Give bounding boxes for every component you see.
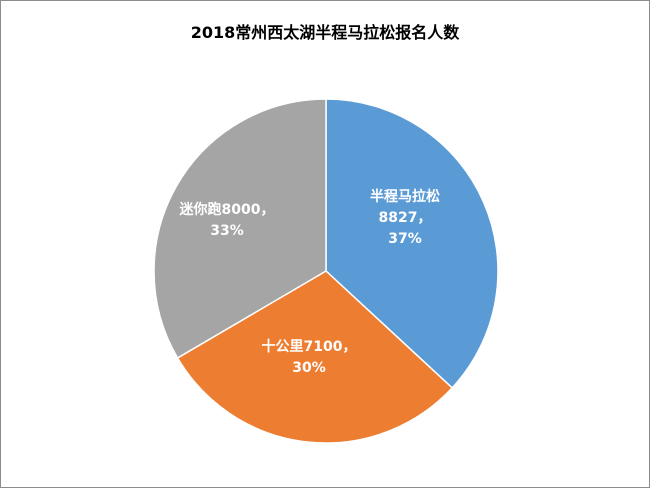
chart-title: 2018常州西太湖半程马拉松报名人数 (190, 23, 460, 42)
slice-label-2: 十公里7100， 30% (262, 338, 357, 376)
pie-slice-1 (325, 98, 499, 389)
pie-slice-3 (153, 98, 327, 359)
slice-label-1: 半程马拉松 8827， 37% (370, 188, 440, 247)
pie-slice-2 (176, 270, 454, 444)
pie-slices (153, 98, 499, 444)
pie-labels: 半程马拉松 8827， 37% 十公里7100， 30% 迷你跑8000， 33% (179, 188, 440, 376)
slice-label-3: 迷你跑8000， 33% (179, 201, 275, 239)
